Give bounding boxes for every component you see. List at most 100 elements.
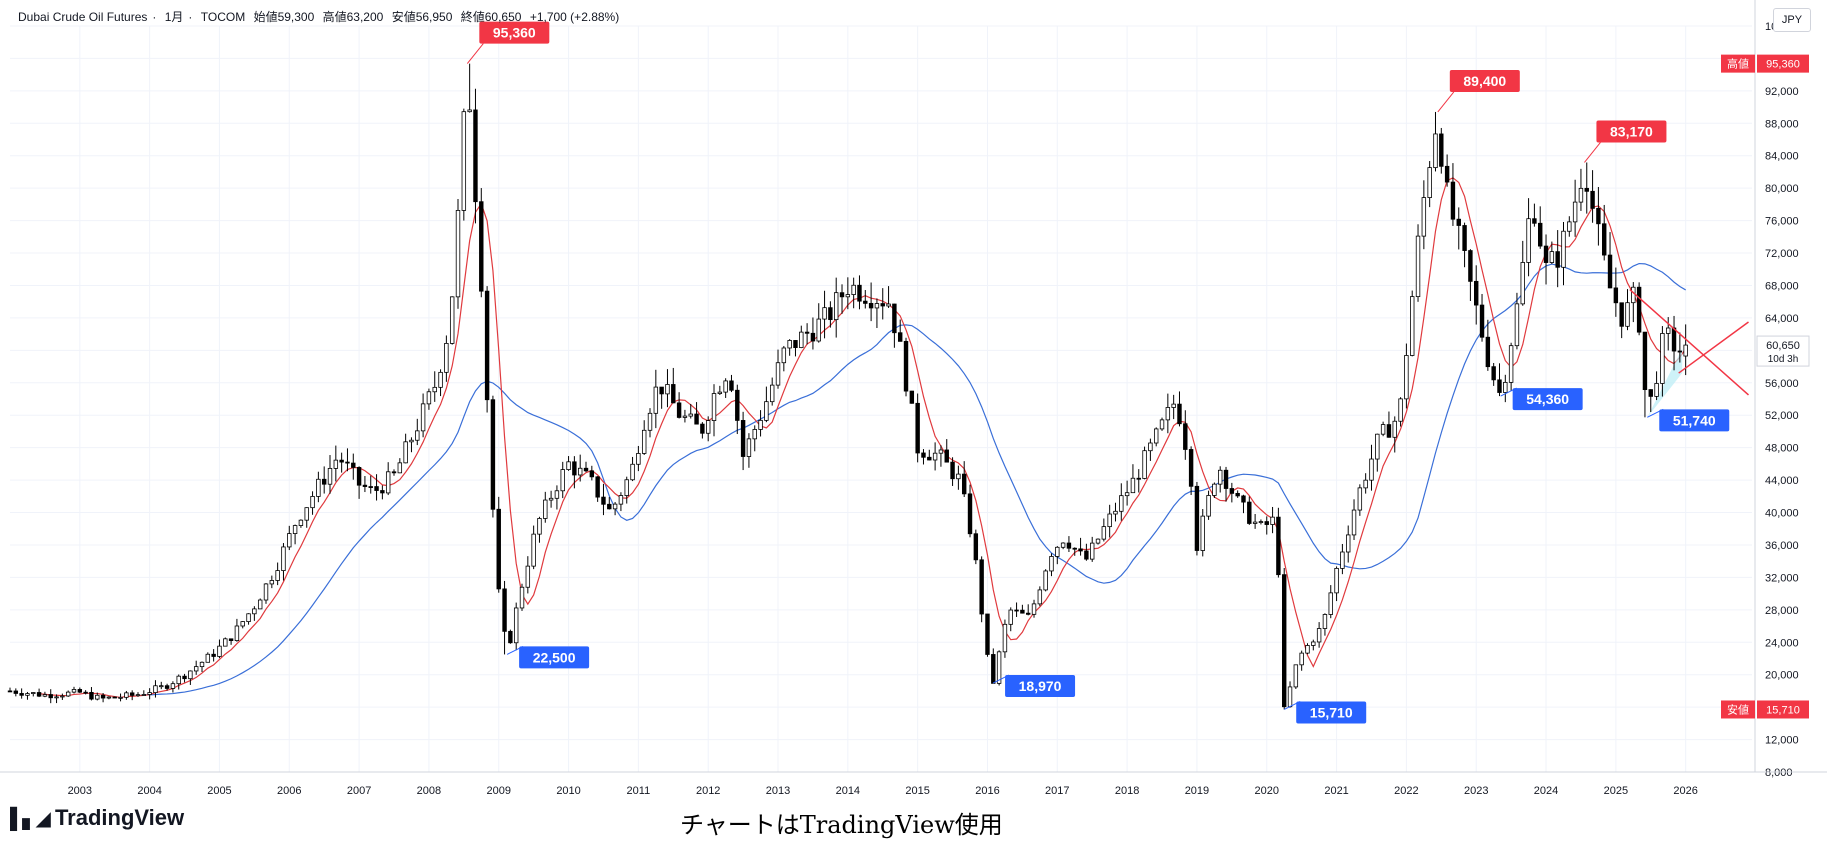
price-badge-tag-label: 安値 (1727, 702, 1749, 716)
candle-body (112, 696, 117, 699)
candle (682, 409, 688, 423)
y-tick-label: 32,000 (1765, 572, 1799, 584)
candle (1351, 499, 1357, 541)
candle-body (228, 638, 234, 641)
candle-body (321, 478, 327, 485)
candle (1619, 302, 1624, 339)
candle-body (880, 303, 885, 307)
candle-body (234, 625, 240, 641)
y-tick-label: 48,000 (1765, 443, 1799, 455)
candle-body (892, 303, 897, 334)
candle-body (1596, 207, 1601, 225)
candle (19, 688, 24, 699)
candle (944, 439, 949, 463)
candle (519, 583, 525, 611)
candle (368, 475, 373, 494)
candle (1642, 331, 1648, 418)
candle-body (572, 461, 577, 476)
candle-body (1503, 381, 1508, 393)
candle (1555, 230, 1560, 288)
candle (1410, 290, 1415, 357)
candle (863, 290, 868, 309)
candle (1264, 516, 1269, 535)
candle-body (1188, 449, 1194, 487)
candle-body (1450, 181, 1456, 220)
candle (1520, 240, 1525, 306)
x-tick-label: 2010 (556, 785, 580, 797)
candle-body (1578, 187, 1584, 203)
candle (217, 639, 222, 659)
x-tick-label: 2011 (627, 785, 651, 797)
candle (1485, 319, 1491, 371)
y-tick-label: 56,000 (1765, 378, 1799, 390)
candle (415, 418, 420, 446)
candle (1439, 127, 1444, 174)
candle (1299, 650, 1304, 671)
y-tick-label: 76,000 (1765, 216, 1799, 228)
interval[interactable]: 1月 (164, 10, 184, 24)
candle-body (822, 307, 827, 320)
candle (961, 461, 967, 498)
candle-body (909, 390, 915, 404)
candle (193, 660, 199, 675)
candle (147, 688, 152, 700)
x-tick-label: 2024 (1534, 785, 1558, 797)
candle-body (263, 583, 269, 601)
y-tick-label: 36,000 (1765, 540, 1799, 552)
candle (449, 296, 455, 345)
candle-body (374, 486, 379, 491)
candle-body (1084, 550, 1089, 560)
candle-body (1305, 645, 1310, 654)
candle (281, 543, 286, 581)
candle (1188, 446, 1194, 496)
candle (1089, 536, 1095, 562)
candle (583, 461, 589, 473)
candle-body (1602, 223, 1607, 256)
close-value: 終値60,650 (460, 10, 522, 24)
candle (845, 277, 851, 310)
candle (1468, 249, 1473, 302)
candle-body (380, 490, 385, 494)
candle-body (1642, 331, 1648, 391)
x-tick-label: 2019 (1185, 785, 1209, 797)
candle-body (420, 403, 426, 432)
candle-body (758, 419, 763, 430)
candle-body (438, 371, 443, 388)
tradingview-watermark[interactable]: ▌▖◢ TradingView (10, 805, 184, 831)
candle (1427, 161, 1432, 208)
candle-body (857, 284, 862, 302)
candle (595, 476, 600, 502)
candle (967, 484, 973, 538)
candle (1311, 639, 1316, 651)
candle-body (641, 429, 647, 454)
candle (1101, 518, 1107, 542)
candle-body (525, 565, 531, 588)
candle-body (1072, 547, 1077, 550)
candle-body (921, 452, 926, 458)
candle-body (170, 683, 176, 689)
candle (135, 692, 141, 697)
candle (1607, 232, 1613, 289)
candle (1328, 585, 1333, 619)
candle-body (833, 292, 839, 321)
candle (176, 674, 181, 690)
candle (339, 452, 344, 473)
x-tick-label: 2020 (1255, 785, 1279, 797)
candle-body (1526, 218, 1531, 263)
candle (1660, 326, 1665, 397)
candle (269, 575, 275, 589)
candle-body (513, 607, 519, 644)
candle (182, 673, 187, 683)
candle (1282, 567, 1287, 710)
currency-badge[interactable]: JPY (1773, 8, 1811, 32)
candle (298, 519, 304, 528)
candle-body (490, 399, 496, 510)
candle-body (659, 386, 664, 395)
candle (1171, 394, 1176, 420)
low-value: 安値56,950 (391, 10, 453, 24)
candle (938, 445, 944, 467)
candle-body (508, 630, 513, 644)
symbol-name[interactable]: Dubai Crude Oil Futures (18, 10, 148, 24)
candle-body (19, 693, 24, 696)
